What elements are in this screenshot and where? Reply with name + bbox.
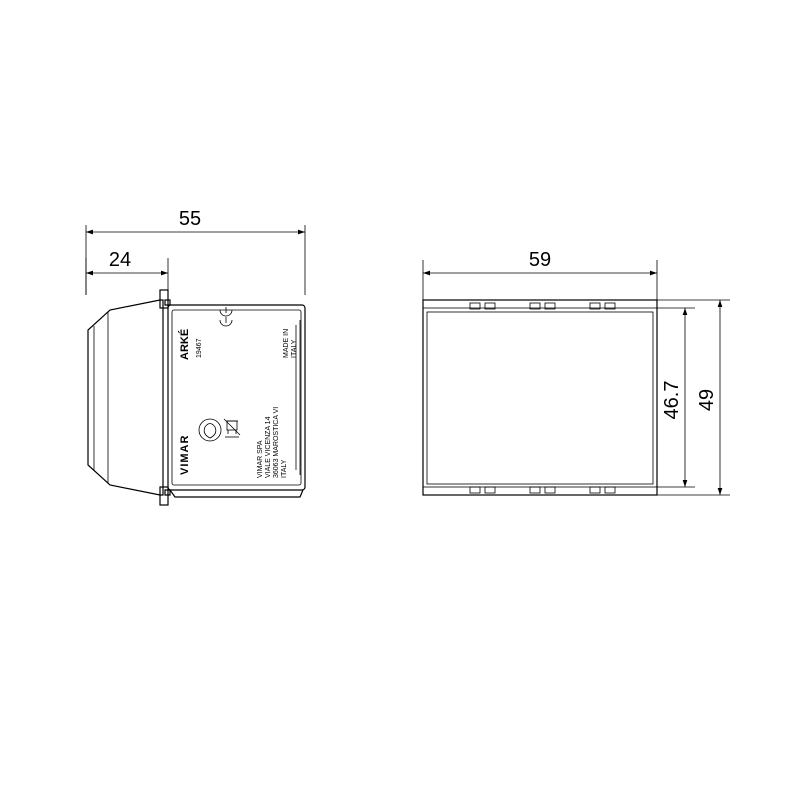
origin-label: MADE IN [283,329,290,358]
company-label: VIMAR SPA [257,440,264,478]
dim-46-7-text: 46.7 [661,381,683,420]
dim-46-7: 46.7 [657,308,695,487]
technical-drawing: 55 24 VIMAR ARKÉ 194 [0,0,800,800]
series-label: ARKÉ [178,329,191,360]
model-label: 19467 [196,338,203,358]
bottom-tabs [470,487,615,493]
addr3-label: ITALY [281,459,288,478]
dim-59-text: 59 [529,249,551,271]
dim-24-text: 24 [109,249,131,271]
weee-icon [224,419,240,437]
dim-59: 59 [423,249,657,310]
approval-icon [199,419,221,441]
dim-49-text: 49 [696,389,718,411]
side-view: 55 24 VIMAR ARKÉ 194 [86,208,305,505]
front-view: 59 46. [423,249,730,495]
addr1-label: VIALE VICENZA 14 [265,416,272,478]
dim-55-text: 55 [179,208,201,230]
svg-text:ITALY: ITALY [291,339,298,358]
dim-24: 24 [86,249,168,295]
brand-label: VIMAR [179,435,191,475]
addr2-label: 36063 MAROSTICA VI [273,407,280,478]
